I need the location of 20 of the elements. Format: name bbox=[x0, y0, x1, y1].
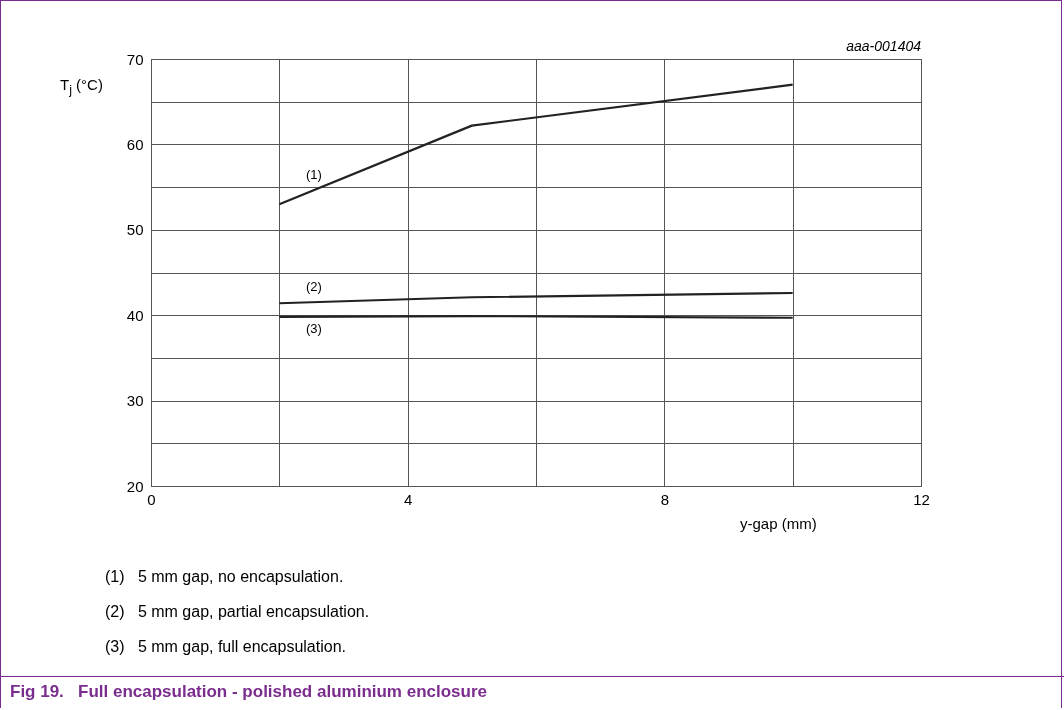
x-tick-label: 12 bbox=[913, 490, 930, 508]
y-tick-label: 60 bbox=[126, 135, 144, 153]
text: Fig 19. Full encapsulation - polished aluminium enclosure bbox=[0, 676, 1064, 710]
text: (3) 5 mm gap, full encapsulation. bbox=[105, 638, 347, 656]
y-axis-title: T$_{j}$ (°C) bbox=[60, 76, 103, 97]
y-tick-label: 50 bbox=[126, 221, 144, 239]
y-tick-label: 30 bbox=[126, 392, 144, 410]
text: (2) 5 mm gap, partial encapsulation. bbox=[105, 603, 370, 621]
y-tick-label: 20 bbox=[126, 477, 144, 495]
x-tick-label: 0 bbox=[147, 490, 156, 508]
y-tick-label: 70 bbox=[126, 50, 144, 68]
x-tick-label: 8 bbox=[660, 490, 670, 508]
series-label: (1) bbox=[306, 167, 322, 183]
series-label: (3) bbox=[306, 320, 322, 336]
x-tick-label: 4 bbox=[403, 490, 413, 508]
series-label: (2) bbox=[306, 279, 322, 295]
x-axis-title: y-gap (mm) bbox=[740, 515, 817, 532]
text: (1) 5 mm gap, no encapsulation. bbox=[105, 568, 344, 586]
text: aaa-001404 bbox=[846, 38, 921, 54]
y-tick-label: 40 bbox=[126, 306, 144, 324]
